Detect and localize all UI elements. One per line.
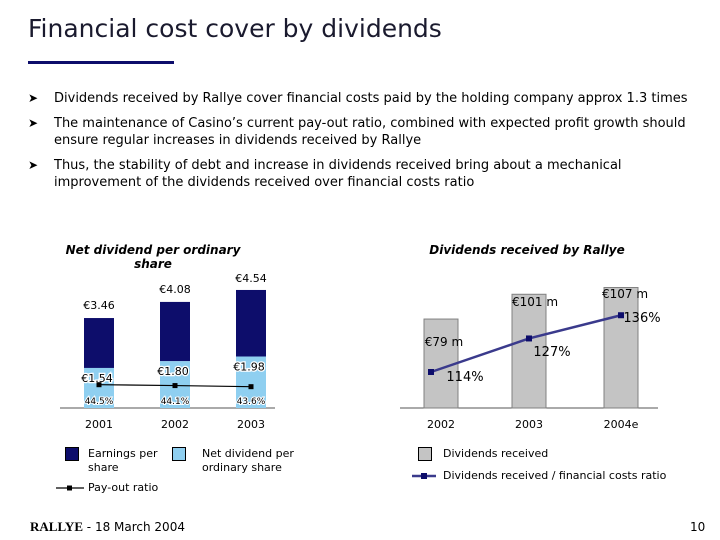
earnings-bar bbox=[84, 318, 114, 368]
right-x-tick-label: 2004e bbox=[604, 418, 639, 431]
ratio-point bbox=[428, 369, 434, 375]
earnings-value-label: €4.54 bbox=[235, 272, 267, 285]
right-chart-title: Dividends received by Rallye bbox=[429, 243, 625, 257]
legend-payout-marker-icon bbox=[67, 485, 72, 491]
legend-net-dividend-swatch bbox=[172, 447, 186, 461]
legend-dividends-label: Dividends received bbox=[443, 447, 549, 460]
legend-earnings-swatch bbox=[65, 447, 79, 461]
legend-ratio-marker-icon bbox=[421, 473, 427, 479]
legend-net-dividend-label: Net dividend per ordinary share bbox=[202, 447, 294, 474]
title-underline bbox=[28, 61, 174, 64]
earnings-bar bbox=[236, 289, 266, 357]
ratio-point bbox=[618, 312, 624, 319]
left-x-tick-label: 2001 bbox=[85, 418, 113, 431]
legend-earnings-label: Earnings per share bbox=[88, 447, 158, 474]
bullet-item: ➤ Dividends received by Rallye cover fin… bbox=[28, 90, 698, 107]
page-number: 10 bbox=[690, 520, 706, 534]
dividends-bar bbox=[511, 293, 547, 409]
dividends-value-label: €107 m bbox=[602, 287, 648, 301]
payout-value-label: 44.5% bbox=[85, 397, 114, 407]
ratio-value-label: 127% bbox=[533, 345, 570, 360]
bullet-text: Dividends received by Rallye cover finan… bbox=[54, 91, 688, 106]
arrow-bullet-icon: ➤ bbox=[28, 91, 39, 105]
left-x-tick-label: 2002 bbox=[161, 418, 189, 431]
payout-point bbox=[96, 382, 102, 388]
legend-dividends-swatch bbox=[418, 447, 432, 461]
arrow-bullet-icon: ➤ bbox=[28, 116, 39, 130]
arrow-bullet-icon: ➤ bbox=[28, 158, 39, 172]
left-chart-title: Net dividend per ordinary share bbox=[65, 243, 241, 271]
payout-point bbox=[172, 383, 178, 389]
right-x-tick-label: 2003 bbox=[515, 418, 543, 431]
footer-date: - 18 March 2004 bbox=[82, 520, 185, 534]
bullet-text: The maintenance of Casino’s current pay-… bbox=[54, 116, 686, 148]
dividend-value-label: €1.54 bbox=[81, 372, 113, 385]
earnings-value-label: €3.46 bbox=[83, 299, 115, 312]
payout-value-label: 43.6% bbox=[237, 397, 266, 407]
earnings-value-label: €4.08 bbox=[159, 283, 191, 296]
legend-payout-label: Pay-out ratio bbox=[88, 481, 159, 494]
legend-ratio-label: Dividends received / financial costs rat… bbox=[443, 469, 667, 482]
left-x-tick-label: 2003 bbox=[237, 418, 265, 431]
bullet-list: ➤ Dividends received by Rallye cover fin… bbox=[28, 90, 698, 199]
bullet-item: ➤ Thus, the stability of debt and increa… bbox=[28, 157, 698, 191]
dividend-bar bbox=[236, 356, 266, 408]
earnings-bar bbox=[160, 301, 190, 362]
right-x-tick-label: 2002 bbox=[427, 418, 455, 431]
dividend-value-label: €1.98 bbox=[233, 361, 265, 374]
ratio-point bbox=[526, 335, 532, 342]
ratio-value-label: 136% bbox=[623, 311, 660, 326]
bullet-text: Thus, the stability of debt and increase… bbox=[54, 158, 622, 190]
footer-brand: RALLYE bbox=[30, 519, 83, 534]
payout-point bbox=[248, 384, 254, 390]
ratio-value-label: 114% bbox=[446, 370, 483, 385]
payout-value-label: 44.1% bbox=[161, 397, 190, 407]
dividends-value-label: €101 m bbox=[512, 295, 558, 309]
page-title: Financial cost cover by dividends bbox=[28, 14, 442, 43]
dividends-value-label: €79 m bbox=[425, 335, 463, 349]
bullet-item: ➤ The maintenance of Casino’s current pa… bbox=[28, 115, 698, 149]
footer: RALLYE - 18 March 2004 bbox=[30, 519, 185, 535]
dividend-bar bbox=[84, 367, 114, 408]
dividends-bar bbox=[603, 287, 639, 409]
dividend-value-label: €1.80 bbox=[157, 365, 189, 378]
